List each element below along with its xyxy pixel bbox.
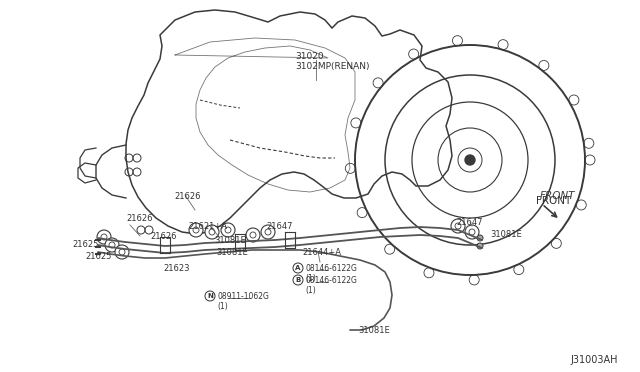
Text: 31081E: 31081E — [216, 248, 248, 257]
Text: FRONT: FRONT — [540, 191, 575, 201]
Circle shape — [105, 238, 119, 252]
Text: 21647: 21647 — [266, 222, 292, 231]
Text: 21625: 21625 — [72, 240, 99, 249]
Circle shape — [451, 219, 465, 233]
Circle shape — [246, 228, 260, 242]
Text: A: A — [295, 265, 301, 271]
Circle shape — [189, 223, 203, 237]
Circle shape — [477, 243, 483, 249]
Circle shape — [221, 223, 235, 237]
Text: 21626: 21626 — [150, 232, 177, 241]
Text: 08146-6122G
(1): 08146-6122G (1) — [305, 276, 357, 295]
Text: 21647: 21647 — [456, 218, 483, 227]
Text: 08911-1062G
(1): 08911-1062G (1) — [217, 292, 269, 311]
Text: N: N — [207, 293, 213, 299]
Text: 31081E: 31081E — [214, 236, 246, 245]
Circle shape — [465, 225, 479, 239]
Circle shape — [465, 155, 475, 165]
Text: 21625: 21625 — [85, 252, 111, 261]
Text: 21626: 21626 — [174, 192, 200, 201]
Text: 21623: 21623 — [163, 264, 189, 273]
Text: FRONT: FRONT — [536, 196, 572, 206]
Text: B: B — [296, 277, 301, 283]
Text: 21621+A: 21621+A — [188, 222, 227, 231]
Circle shape — [477, 235, 483, 241]
Text: 21626: 21626 — [126, 214, 152, 223]
Text: J31003AH: J31003AH — [570, 355, 618, 365]
Text: 31081E: 31081E — [490, 230, 522, 239]
Circle shape — [261, 225, 275, 239]
Text: 31020
3102MP(RENAN): 31020 3102MP(RENAN) — [295, 52, 369, 71]
Circle shape — [205, 225, 219, 239]
Text: 08146-6122G
(1): 08146-6122G (1) — [305, 264, 357, 283]
Circle shape — [115, 245, 129, 259]
Text: 31081E: 31081E — [358, 326, 390, 335]
Circle shape — [97, 230, 111, 244]
Text: 21644+A: 21644+A — [302, 248, 341, 257]
